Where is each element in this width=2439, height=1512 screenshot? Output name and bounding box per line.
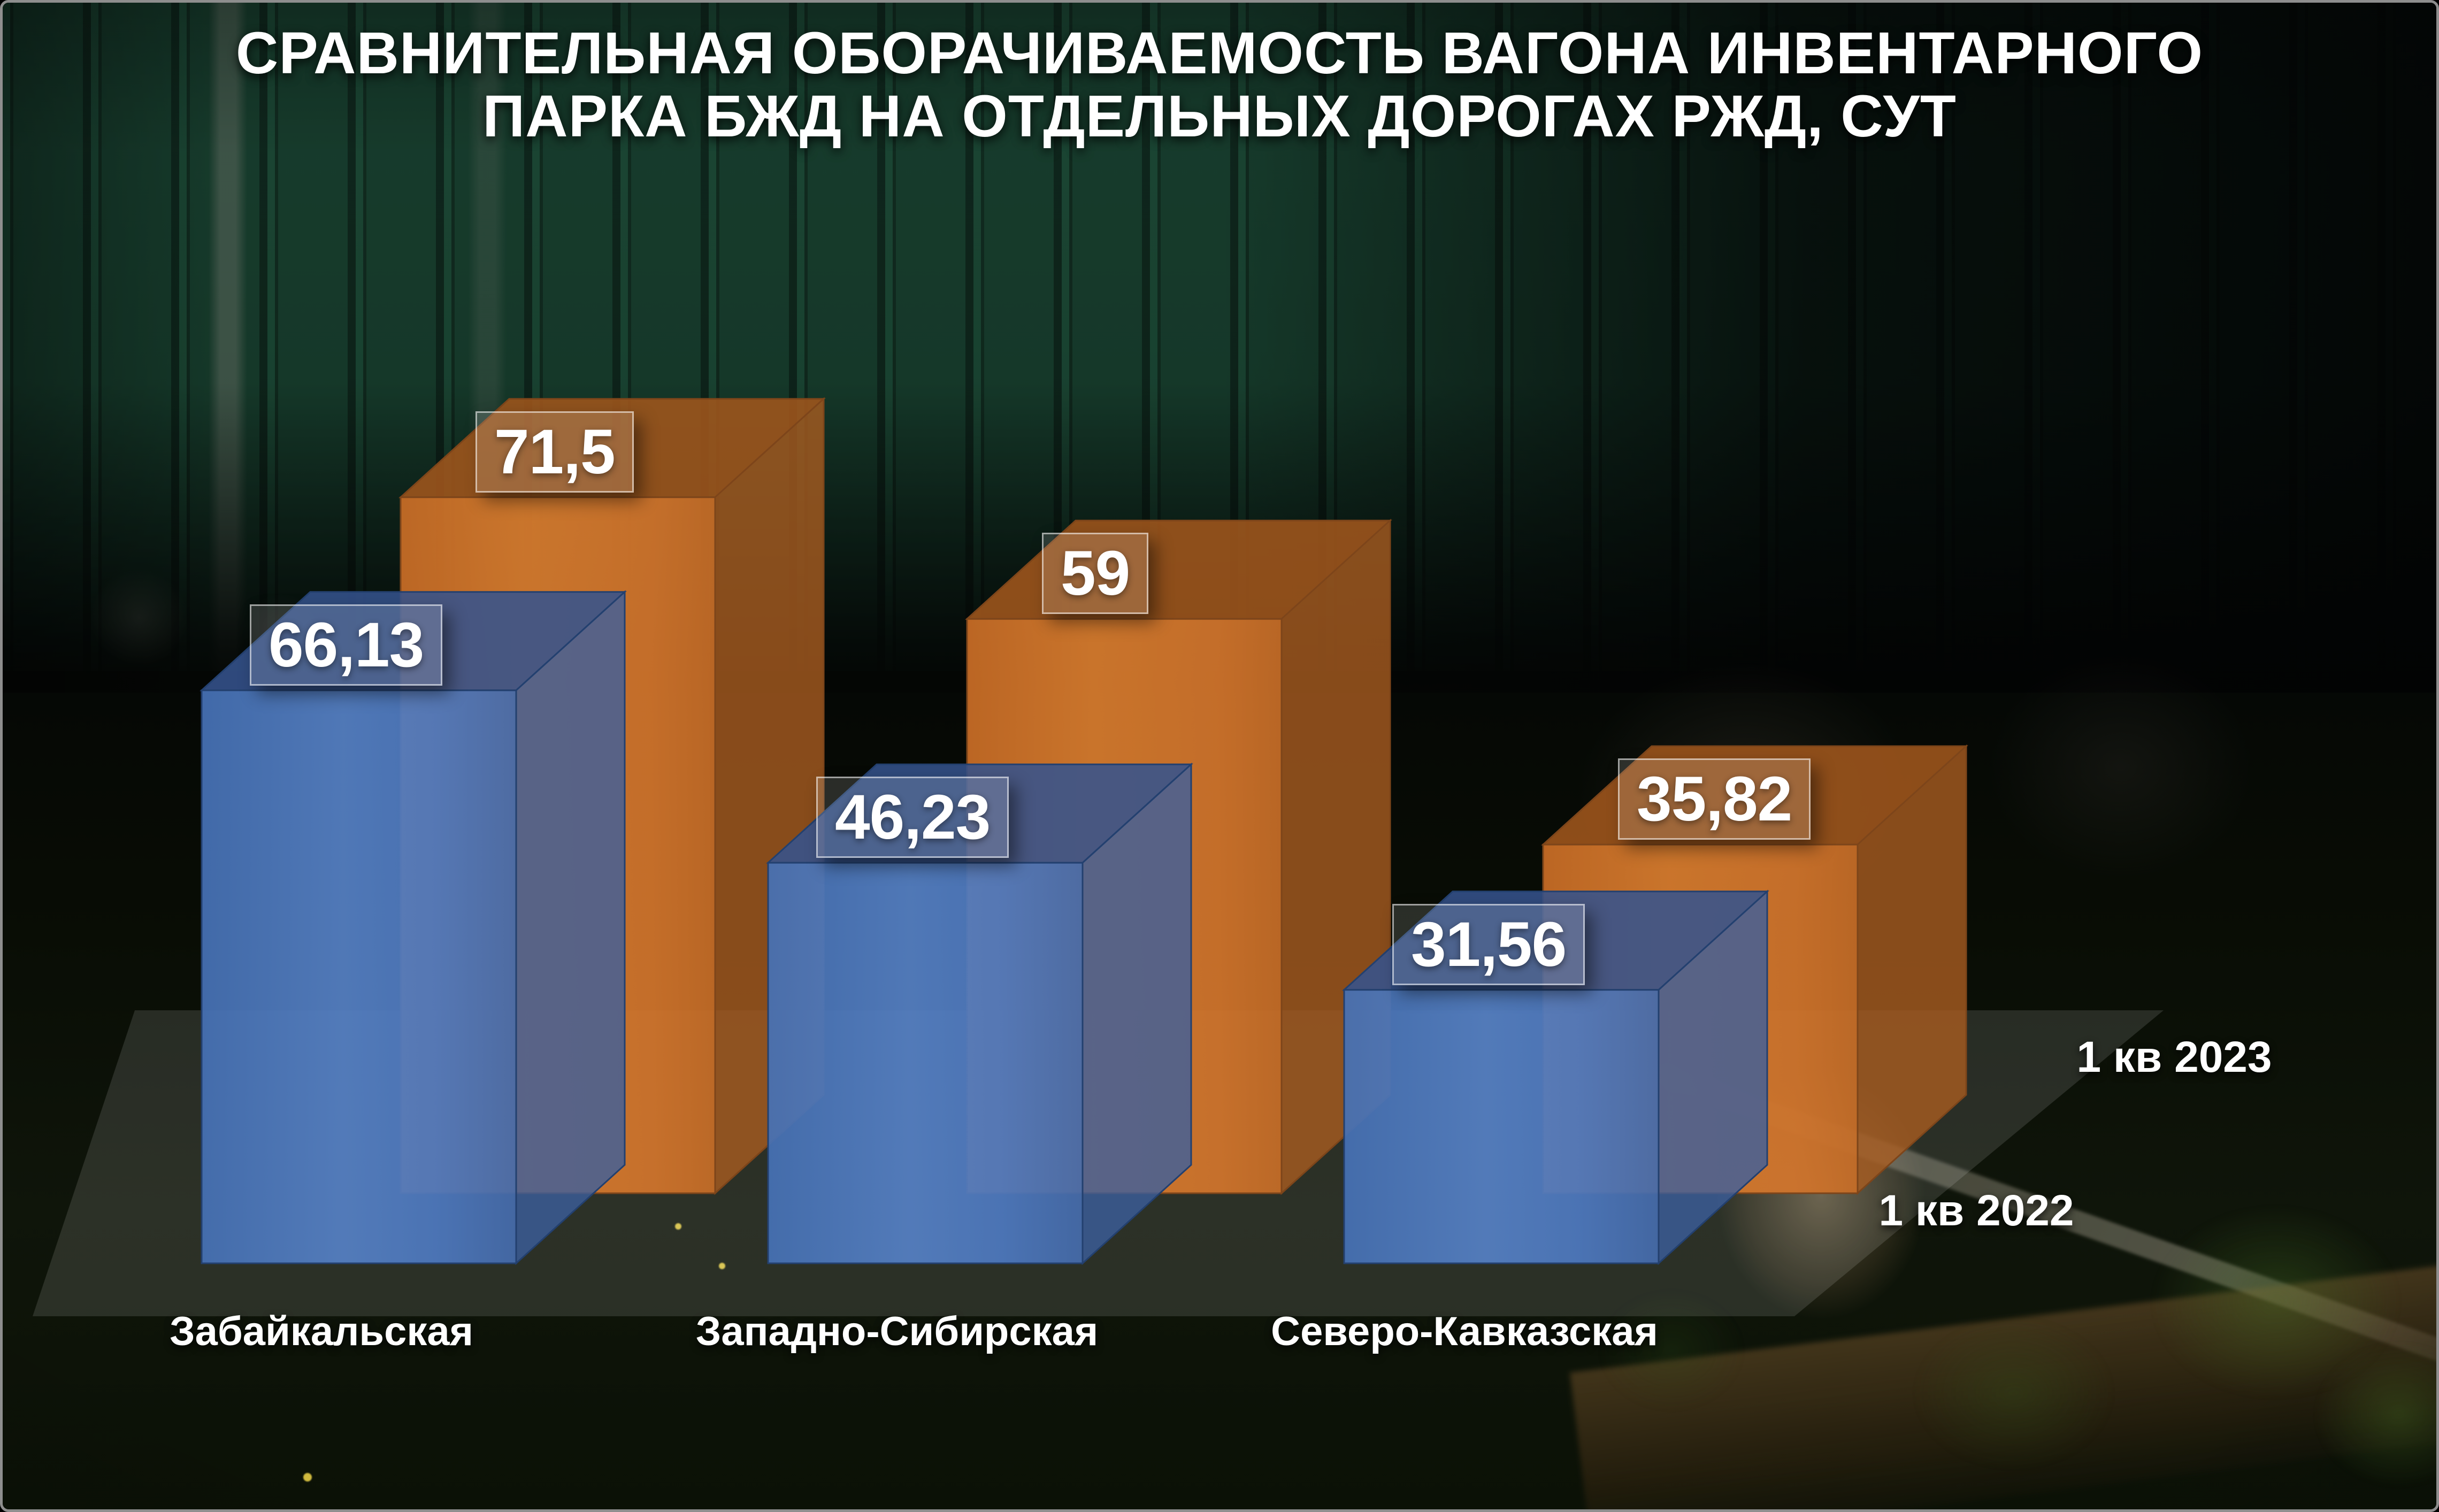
leaves — [1880, 1292, 2147, 1495]
legend-label-2023: 1 кв 2023 — [2076, 1033, 2272, 1081]
wheel-bokeh — [1934, 607, 2308, 928]
legend-label-2022: 1 кв 2022 — [1878, 1186, 2074, 1235]
bar-2022-0-front-face — [201, 689, 517, 1264]
bokeh-circle — [70, 548, 209, 687]
value-label-2023-zabaykalskaya: 71,5 — [475, 411, 634, 493]
category-label-severo-kavkazskaya: Северо-Кавказская — [1271, 1309, 1658, 1354]
value-label-2023-zapadno-sibirskaya: 59 — [1042, 533, 1149, 615]
value-label-2022-zabaykalskaya: 66,13 — [250, 604, 443, 686]
grass-flower — [675, 1223, 681, 1230]
category-label-zapadno-sibirskaya: Западно-Сибирская — [695, 1309, 1099, 1354]
chart-title-line2: ПАРКА БЖД НА ОТДЕЛЬНЫХ ДОРОГАХ РЖД, СУТ — [482, 83, 1957, 149]
bar-2022-1-front-face — [767, 862, 1084, 1264]
value-label-2023-severo-kavkazskaya: 35,82 — [1618, 758, 1811, 840]
value-label-2022-zapadno-sibirskaya: 46,23 — [816, 777, 1009, 858]
chart-title: СРАВНИТЕЛЬНАЯ ОБОРАЧИВАЕМОСТЬ ВАГОНА ИНВ… — [3, 22, 2436, 148]
bar-2022-0-side-face — [515, 590, 626, 1265]
bar-2022-2-front-face — [1343, 989, 1660, 1264]
category-label-zabaykalskaya: Забайкальская — [169, 1309, 474, 1354]
value-label-2022-severo-kavkazskaya: 31,56 — [1392, 903, 1585, 985]
leaves — [1575, 1270, 1768, 1431]
bars-layer — [200, 397, 1968, 1265]
bar-chart — [33, 397, 2164, 1316]
chart-title-line1: СРАВНИТЕЛЬНАЯ ОБОРАЧИВАЕМОСТЬ ВАГОНА ИНВ… — [235, 20, 2204, 86]
grass-flower — [719, 1263, 725, 1269]
leaves — [2110, 1174, 2436, 1431]
grass-flower — [303, 1473, 312, 1482]
